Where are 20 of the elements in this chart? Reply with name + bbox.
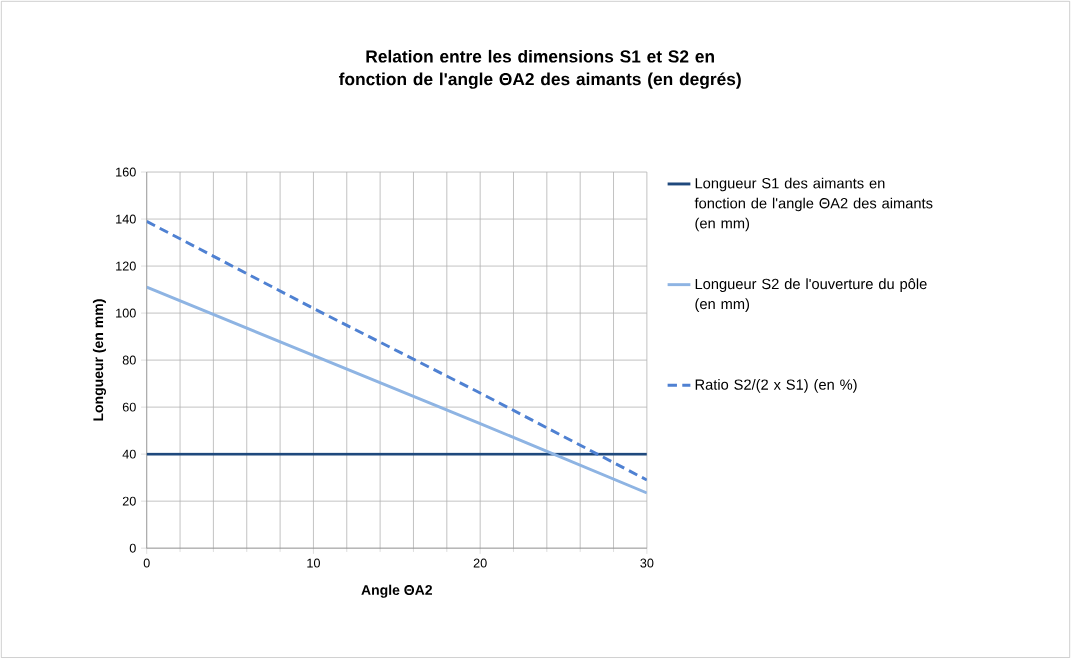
x-tick-label: 10 bbox=[307, 558, 320, 568]
x-tick-label: 0 bbox=[143, 558, 150, 568]
y-tick-label: 60 bbox=[122, 402, 136, 412]
legend-label: Longueur S2 de l'ouverture du pôle (en mm) bbox=[695, 278, 927, 313]
y-tick-label: 120 bbox=[116, 261, 136, 271]
legend-label: Longueur S1 des aimants en fonction de l'angle ΘA2 des aimants (en mm) bbox=[694, 177, 933, 232]
y-tick-label: 0 bbox=[129, 543, 136, 553]
legend-label: Ratio S2/(2 x S1) (en %) bbox=[695, 379, 857, 393]
y-axis-title: Longueur (en mm) bbox=[92, 299, 107, 421]
chart-title: Relation entre les dimensions S1 et S2 en fonction de l'angle ΘA2 des aimants (en degrés) bbox=[338, 49, 741, 89]
y-tick-label: 140 bbox=[116, 214, 136, 224]
x-tick-label: 20 bbox=[473, 558, 487, 568]
line-series bbox=[146, 220, 647, 482]
y-tick-label: 80 bbox=[122, 355, 136, 365]
y-tick-label: 100 bbox=[116, 308, 136, 318]
y-tick-label: 160 bbox=[116, 167, 136, 177]
x-axis-title: Angle ΘA2 bbox=[361, 584, 433, 598]
x-tick-label: 30 bbox=[640, 558, 654, 568]
y-tick-label: 20 bbox=[122, 496, 136, 506]
y-tick-label: 40 bbox=[122, 449, 136, 459]
